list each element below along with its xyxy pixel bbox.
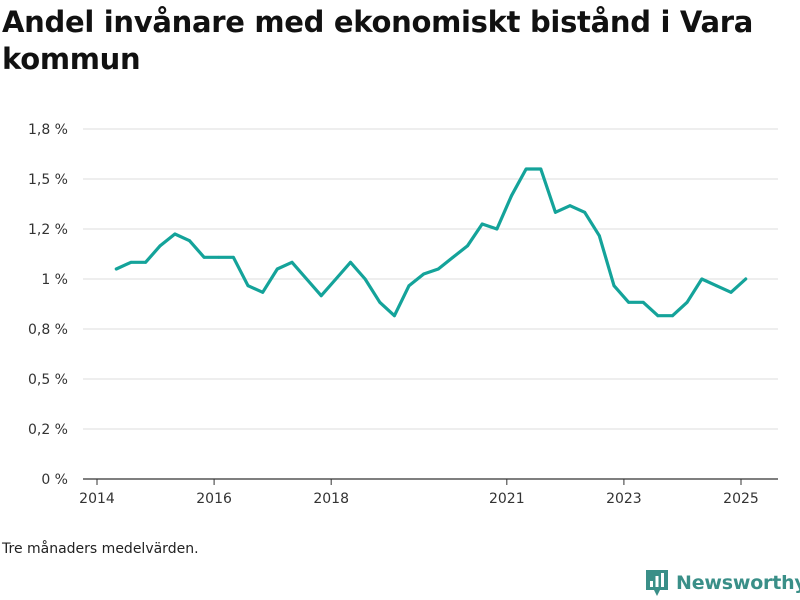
y-tick-label: 0,5 % <box>28 372 68 388</box>
data-point <box>319 294 323 298</box>
data-point <box>744 277 748 281</box>
data-point <box>583 210 587 214</box>
data-point <box>554 210 557 214</box>
data-point <box>393 314 396 318</box>
data-point <box>671 314 674 318</box>
data-point <box>495 227 499 231</box>
x-tick-label: 2016 <box>196 491 232 507</box>
data-point <box>232 255 235 259</box>
data-point <box>451 255 455 259</box>
data-point <box>188 239 191 243</box>
x-axis <box>83 478 778 485</box>
data-point <box>407 284 411 288</box>
y-tick-labels: 0 % 0,2 % 0,5 % 0,8 % 1 % 1,2 % 1,5 % 1,8 % <box>28 122 68 488</box>
data-point <box>568 204 572 208</box>
data-point <box>700 277 704 281</box>
footnote: Tre månaders medelvärden. <box>2 541 199 557</box>
grid-lines <box>83 128 778 430</box>
brand-logo: Newsworthy <box>644 568 800 598</box>
bar-chart-icon <box>646 570 668 596</box>
brand-name: Newsworthy <box>676 572 800 594</box>
data-point <box>729 290 733 294</box>
x-tick-label: 2018 <box>313 491 349 507</box>
data-point <box>349 260 352 264</box>
data-point <box>290 260 294 264</box>
data-point <box>202 255 206 259</box>
data-point <box>480 222 484 226</box>
data-point <box>524 167 528 171</box>
data-point <box>173 232 177 236</box>
x-tick-labels: 2014 2016 2018 2021 2023 2025 <box>79 491 759 507</box>
data-point <box>656 314 660 318</box>
y-tick-label: 0,8 % <box>28 322 68 338</box>
x-tick-label: 2023 <box>606 491 642 507</box>
data-point <box>363 277 367 281</box>
data-point <box>627 300 630 304</box>
x-tick-label: 2025 <box>723 491 759 507</box>
data-point <box>422 272 426 276</box>
data-point <box>436 267 440 271</box>
data-point <box>510 194 513 198</box>
data-point <box>158 244 162 248</box>
chart-title: Andel invånare med ekonomiskt bistånd i … <box>2 5 753 76</box>
data-point <box>217 255 221 259</box>
data-point <box>612 284 616 288</box>
y-tick-label: 1,8 % <box>28 122 68 138</box>
y-tick-label: 0 % <box>41 472 68 488</box>
x-tick-label: 2014 <box>79 491 115 507</box>
data-point <box>334 277 338 281</box>
data-point <box>597 234 601 238</box>
line-chart: 0 % 0,2 % 0,5 % 0,8 % 1 % 1,2 % 1,5 % 1,8 % 201… <box>28 122 778 507</box>
data-point <box>261 290 265 294</box>
data-point <box>246 284 250 288</box>
data-point <box>114 267 118 271</box>
data-point <box>144 260 148 264</box>
data-point <box>466 244 469 248</box>
data-point <box>129 260 133 264</box>
series-group <box>114 167 748 318</box>
data-point <box>305 277 308 281</box>
y-tick-label: 1,5 % <box>28 172 68 188</box>
data-point <box>539 167 543 171</box>
data-point <box>641 300 645 304</box>
y-tick-label: 1,2 % <box>28 222 68 238</box>
y-tick-label: 1 % <box>41 272 68 288</box>
series-line <box>114 167 748 318</box>
y-tick-label: 0,2 % <box>28 422 68 438</box>
data-point <box>685 300 689 304</box>
data-point <box>275 267 279 271</box>
data-point <box>715 284 718 288</box>
x-tick-label: 2021 <box>489 491 525 507</box>
data-point <box>378 300 382 304</box>
